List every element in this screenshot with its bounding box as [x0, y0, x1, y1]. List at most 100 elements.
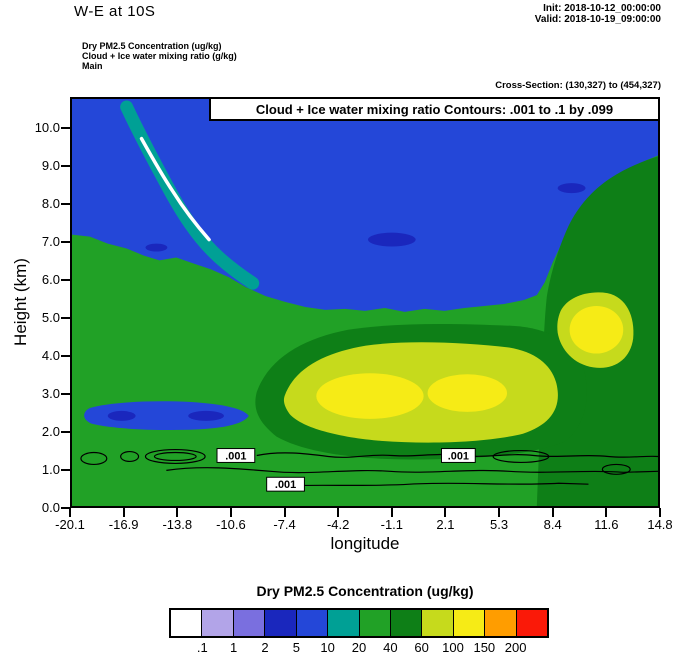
contour-label-box — [440, 448, 476, 463]
x-tick-mark — [444, 508, 447, 517]
y-tick-mark — [61, 507, 70, 509]
x-tick-mark — [390, 508, 393, 517]
contour-info-banner: Cloud + Ice water mixing ratio Contours:… — [209, 99, 658, 121]
x-tick-mark — [551, 508, 554, 517]
field-legend-pm25: Dry PM2.5 Concentration (ug/kg) — [82, 41, 222, 51]
y-tick-mark — [61, 241, 70, 243]
field-yellow-core-right — [569, 305, 624, 354]
field-navy-pocket — [557, 183, 586, 194]
x-tick-mark — [498, 508, 501, 517]
field-yellow-core — [427, 374, 508, 412]
x-tick-label: 5.3 — [490, 517, 509, 532]
x-tick-label: -13.8 — [162, 517, 193, 532]
y-tick-mark — [61, 469, 70, 471]
valid-timestamp: Valid: 2018-10-19_09:00:00 — [534, 14, 661, 25]
y-tick-label: 9.0 — [41, 158, 60, 173]
x-tick-label: -7.4 — [273, 517, 296, 532]
colorbar-label: 1 — [230, 640, 238, 655]
field-navy-pocket-low — [188, 410, 224, 421]
y-tick-mark — [61, 355, 70, 357]
colorbar-cell — [358, 610, 390, 636]
x-tick-mark — [283, 508, 286, 517]
y-tick-label: 6.0 — [41, 272, 60, 287]
y-tick-mark — [61, 431, 70, 433]
contour-label-box — [266, 476, 305, 492]
colorbar-title: Dry PM2.5 Concentration (ug/kg) — [256, 583, 474, 599]
colorbar-cell — [171, 610, 202, 636]
colorbar-cell — [201, 610, 233, 636]
y-tick-mark — [61, 127, 70, 129]
y-tick-mark — [61, 317, 70, 319]
x-tick-label: -20.1 — [55, 517, 85, 532]
y-axis-label: Height (km) — [11, 258, 30, 346]
x-tick-label: -4.2 — [326, 517, 350, 532]
x-tick-label: -10.6 — [216, 517, 246, 532]
y-tick-label: 4.0 — [41, 348, 60, 363]
field-legend-domain: Main — [82, 61, 103, 71]
y-tick-mark — [61, 203, 70, 205]
colorbar-label: 100 — [442, 640, 464, 655]
field-navy-pocket — [367, 232, 416, 247]
contour-label: .001 — [448, 450, 469, 462]
x-tick-mark — [122, 508, 125, 517]
y-tick-label: 1.0 — [41, 462, 60, 477]
colorbar-label: 200 — [504, 640, 527, 655]
field-streak-core — [139, 136, 211, 242]
colorbar-label: 10 — [320, 640, 335, 655]
x-tick-label: -1.1 — [380, 517, 404, 532]
y-tick-label: 8.0 — [41, 196, 60, 211]
x-tick-label: 14.8 — [647, 517, 673, 532]
colorbar-label: 5 — [292, 640, 300, 655]
contour-field: .001 .001 .001 — [72, 99, 658, 506]
y-tick-label: 2.0 — [41, 424, 60, 439]
colorbar — [169, 608, 549, 638]
y-tick-label: 5.0 — [41, 310, 60, 325]
colorbar-cell — [327, 610, 359, 636]
cross-section-info: Cross-Section: (130,327) to (454,327) — [495, 80, 661, 91]
colorbar-cell — [484, 610, 516, 636]
field-legend-cloudice: Cloud + Ice water mixing ratio (g/kg) — [82, 51, 237, 61]
y-tick-mark — [61, 279, 70, 281]
colorbar-label: 150 — [473, 640, 496, 655]
colorbar-cell — [232, 610, 265, 636]
colorbar-label: 40 — [383, 640, 398, 655]
contour-label: .001 — [275, 479, 296, 491]
colorbar-cell — [515, 610, 548, 636]
field-navy-pocket-low — [107, 410, 136, 421]
colorbar-cell — [389, 610, 422, 636]
colorbar-label: 2 — [261, 640, 269, 655]
field-navy-pocket — [145, 243, 168, 252]
contour-label-group: .001 .001 .001 — [216, 448, 476, 492]
contour-label-box — [216, 448, 256, 463]
x-tick-label: 8.4 — [543, 517, 562, 532]
x-tick-label: -16.9 — [108, 517, 139, 532]
y-tick-label: 0.0 — [41, 500, 60, 515]
x-tick-label: 2.1 — [436, 517, 455, 532]
x-tick-mark — [337, 508, 340, 517]
y-tick-mark — [61, 165, 70, 167]
colorbar-cell — [421, 610, 453, 636]
x-axis-label: longitude — [330, 534, 400, 553]
colorbar-cell — [295, 610, 328, 636]
y-tick-label: 10.0 — [34, 120, 60, 135]
x-tick-mark — [176, 508, 179, 517]
y-tick-mark — [61, 393, 70, 395]
colorbar-cell — [452, 610, 485, 636]
x-tick-mark — [69, 508, 71, 517]
colorbar-cell — [264, 610, 296, 636]
init-timestamp: Init: 2018-10-12_00:00:00 — [543, 3, 661, 14]
contour-plot-area: .001 .001 .001 Cloud + Ice water mixing … — [70, 97, 660, 508]
y-tick-label: 3.0 — [41, 386, 60, 401]
field-yellow-core — [316, 373, 424, 419]
x-tick-mark — [229, 508, 232, 517]
page-title: W-E at 10S — [74, 3, 156, 20]
contour-label: .001 — [225, 450, 246, 462]
colorbar-label: 20 — [351, 640, 367, 655]
x-tick-mark — [605, 508, 608, 517]
field-blue-pocket-low — [84, 401, 249, 430]
colorbar-label: 60 — [414, 640, 429, 655]
x-tick-label: 11.6 — [594, 517, 619, 532]
x-tick-mark — [659, 508, 661, 517]
colorbar-label: .1 — [196, 640, 208, 655]
